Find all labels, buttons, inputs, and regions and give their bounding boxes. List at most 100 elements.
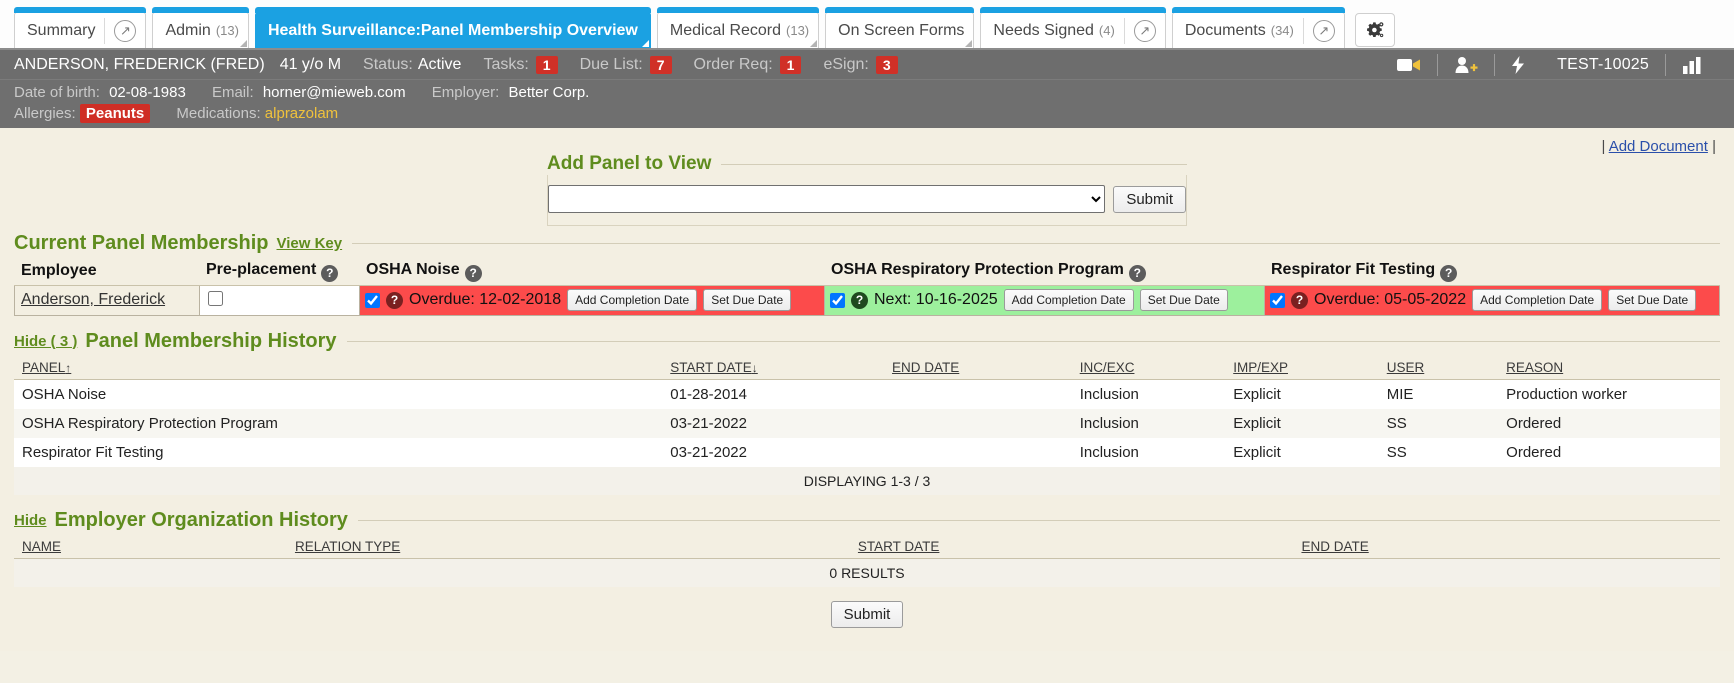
- add-completion-date-button[interactable]: Add Completion Date: [1003, 289, 1134, 311]
- help-icon[interactable]: ?: [1128, 264, 1146, 282]
- col-pre-placement: Pre-placement?: [199, 257, 360, 286]
- membership-history-table: PANEL↑ START DATE↓ END DATE INC/EXC IMP/…: [14, 355, 1720, 495]
- cell-inc-exc: Inclusion: [1079, 443, 1139, 461]
- info-help-icon[interactable]: ?: [851, 291, 868, 309]
- allergy-badge[interactable]: Peanuts: [79, 104, 151, 123]
- col-name[interactable]: NAME: [14, 534, 287, 559]
- tab-count: (4): [1098, 23, 1115, 38]
- cell-start-date: 03-21-2022: [670, 414, 747, 432]
- col-start-date-label: START DATE: [670, 359, 752, 375]
- cell-panel: OSHA Respiratory Protection Program: [22, 414, 278, 432]
- email-label: Email:: [211, 84, 254, 101]
- footer-submit-button[interactable]: Submit: [830, 600, 904, 628]
- col-start-date[interactable]: START DATE: [849, 534, 1294, 559]
- view-key-link[interactable]: View Key: [276, 235, 343, 252]
- panel-membership-history-section: Hide ( 3 ) Panel Membership History PANE…: [14, 330, 1720, 495]
- add-document-link[interactable]: Add Document: [1608, 138, 1708, 155]
- membership-history-title: Panel Membership History: [85, 329, 337, 352]
- help-icon[interactable]: ?: [321, 264, 339, 282]
- displaying-count: DISPLAYING 1-3 / 3: [14, 466, 1720, 495]
- medications-label: Medications:: [176, 105, 261, 122]
- osha-noise-status: Overdue: 12-02-2018: [409, 291, 562, 308]
- col-relation-type[interactable]: RELATION TYPE: [286, 534, 850, 559]
- col-reason[interactable]: REASON: [1498, 355, 1720, 380]
- set-due-date-button[interactable]: Set Due Date: [1608, 289, 1697, 311]
- col-start-date[interactable]: START DATE↓: [662, 355, 885, 380]
- col-panel-label: PANEL: [22, 359, 66, 375]
- employer-history-legend: Hide Employer Organization History: [14, 509, 1720, 532]
- cell-osha-respiratory: ? Next: 10-16-2025 Add Completion Date S…: [824, 284, 1265, 316]
- patient-name: ANDERSON, FREDERICK (FRED): [14, 55, 265, 73]
- cell-imp-exp: Explicit: [1233, 443, 1281, 461]
- dob-value: 02-08-1983: [109, 84, 186, 101]
- tab-admin[interactable]: Admin (13): [152, 7, 250, 48]
- col-imp-exp[interactable]: IMP/EXP: [1225, 355, 1379, 380]
- popout-icon[interactable]: ↗: [114, 19, 137, 42]
- patient-header-alerts-row: Allergies: Peanuts Medications: alprazol…: [0, 103, 1734, 128]
- set-due-date-button[interactable]: Set Due Date: [703, 289, 792, 311]
- popout-icon[interactable]: ↗: [1133, 19, 1156, 42]
- table-row[interactable]: Respirator Fit Testing 03-21-2022 Inclus…: [14, 437, 1720, 467]
- add-completion-date-button[interactable]: Add Completion Date: [567, 289, 698, 311]
- cell-panel: OSHA Noise: [22, 385, 107, 403]
- tab-health-surveillance[interactable]: Health Surveillance:Panel Membership Ove…: [254, 7, 651, 48]
- order-req-badge[interactable]: 1: [779, 55, 802, 74]
- col-user[interactable]: USER: [1378, 355, 1499, 380]
- col-end-date[interactable]: END DATE: [1293, 534, 1720, 559]
- esign-badge[interactable]: 3: [875, 55, 898, 74]
- allergies-label: Allergies:: [14, 105, 76, 122]
- tab-corner-icon: [810, 40, 818, 47]
- tab-needs-signed[interactable]: Needs Signed (4) ↗: [980, 7, 1167, 48]
- panel-select[interactable]: [548, 185, 1106, 213]
- add-completion-date-button[interactable]: Add Completion Date: [1472, 289, 1603, 311]
- tasks-badge[interactable]: 1: [535, 55, 558, 74]
- due-list-badge[interactable]: 7: [649, 55, 672, 74]
- add-panel-legend: Add Panel to View: [547, 153, 1187, 175]
- tab-corner-icon: [641, 40, 649, 47]
- chart-bars-icon[interactable]: [1666, 56, 1720, 74]
- tab-on-screen-forms[interactable]: On Screen Forms: [825, 7, 975, 48]
- add-panel-submit-button[interactable]: Submit: [1113, 185, 1186, 213]
- table-row[interactable]: OSHA Respiratory Protection Program 03-2…: [14, 408, 1720, 438]
- video-camera-icon[interactable]: [1381, 57, 1437, 73]
- current-panel-legend: Current Panel Membership View Key: [14, 232, 1720, 255]
- hide-membership-history-link[interactable]: Hide ( 3 ): [14, 332, 78, 350]
- legend-rule: [357, 519, 1720, 521]
- lightning-bolt-icon[interactable]: [1495, 55, 1541, 74]
- tab-documents[interactable]: Documents (34) ↗: [1171, 7, 1345, 48]
- table-row[interactable]: OSHA Noise 01-28-2014 Inclusion Explicit…: [14, 379, 1720, 409]
- medication-value[interactable]: alprazolam: [264, 105, 339, 122]
- due-list-label: Due List:: [579, 55, 643, 73]
- tab-summary[interactable]: Summary ↗: [14, 7, 147, 48]
- respirator-fit-checkbox[interactable]: [1270, 292, 1285, 308]
- help-icon[interactable]: ?: [1440, 264, 1458, 282]
- cell-inc-exc: Inclusion: [1079, 385, 1139, 403]
- osha-respiratory-checkbox[interactable]: [830, 292, 845, 308]
- employer-history-title: Employer Organization History: [54, 508, 348, 531]
- pre-placement-checkbox[interactable]: [208, 290, 223, 306]
- hide-employer-history-link[interactable]: Hide: [14, 511, 47, 529]
- cell-imp-exp: Explicit: [1233, 414, 1281, 432]
- employee-link[interactable]: Anderson, Frederick: [21, 291, 166, 308]
- patient-age-sex: 41 y/o M: [279, 55, 342, 73]
- gear-icon[interactable]: [1354, 13, 1395, 47]
- col-end-date[interactable]: END DATE: [884, 355, 1072, 380]
- legend-rule: [721, 163, 1187, 165]
- add-panel-title: Add Panel to View: [547, 153, 712, 174]
- col-inc-exc[interactable]: INC/EXC: [1071, 355, 1226, 380]
- col-panel[interactable]: PANEL↑: [14, 355, 663, 380]
- alert-help-icon[interactable]: ?: [1291, 291, 1308, 309]
- popout-icon[interactable]: ↗: [1312, 19, 1335, 42]
- help-icon[interactable]: ?: [464, 264, 482, 282]
- patient-id: TEST-10025: [1557, 55, 1649, 73]
- tab-medical-record[interactable]: Medical Record (13): [656, 7, 820, 48]
- osha-noise-checkbox[interactable]: [365, 292, 380, 308]
- legend-rule: [346, 340, 1720, 342]
- patient-header-actions: TEST-10025: [1381, 53, 1720, 76]
- table-row: Anderson, Frederick ? Overdue: 12-02-201…: [14, 284, 1720, 316]
- tab-divider: [1123, 17, 1125, 44]
- alert-help-icon[interactable]: ?: [386, 291, 403, 309]
- add-user-icon[interactable]: [1438, 56, 1494, 74]
- col-osha-respiratory: OSHA Respiratory Protection Program?: [824, 257, 1265, 286]
- set-due-date-button[interactable]: Set Due Date: [1139, 289, 1228, 311]
